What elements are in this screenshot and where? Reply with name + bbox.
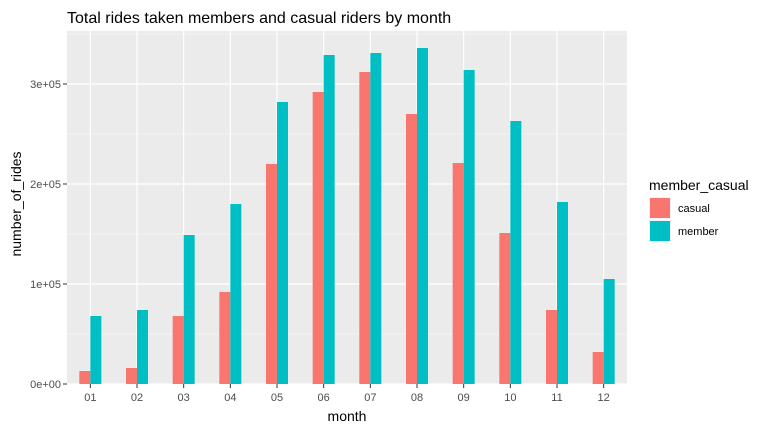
y-axis-title: number_of_rides bbox=[8, 151, 24, 256]
x-axis-ticks: 01 02 03 04 05 06 07 08 09 10 11 12 bbox=[84, 384, 610, 404]
x-axis-title: month bbox=[328, 408, 367, 424]
bar-member-04 bbox=[230, 204, 242, 384]
bar-member-02 bbox=[137, 310, 148, 384]
x-tick-label: 03 bbox=[178, 392, 190, 404]
y-axis-ticks: 0e+00 1e+05 2e+05 3e+05 bbox=[30, 79, 67, 391]
bar-casual-03 bbox=[172, 316, 184, 384]
bar-casual-05 bbox=[266, 164, 277, 384]
x-tick-label: 07 bbox=[364, 392, 376, 404]
bar-member-06 bbox=[323, 55, 335, 384]
y-tick-label: 3e+05 bbox=[30, 79, 61, 91]
bar-casual-07 bbox=[359, 72, 371, 384]
bar-casual-08 bbox=[406, 114, 417, 384]
bar-casual-02 bbox=[126, 368, 137, 384]
legend-swatch-member bbox=[650, 221, 670, 241]
bar-member-08 bbox=[417, 48, 428, 384]
x-tick-label: 11 bbox=[551, 392, 562, 404]
y-tick-label: 2e+05 bbox=[30, 179, 61, 191]
bar-casual-12 bbox=[592, 352, 604, 384]
bar-casual-10 bbox=[499, 233, 511, 384]
plot-panel bbox=[67, 31, 627, 384]
x-tick-label: 10 bbox=[504, 392, 516, 404]
x-tick-label: 02 bbox=[131, 392, 143, 404]
legend-label-casual: casual bbox=[678, 203, 710, 215]
y-tick-label: 1e+05 bbox=[30, 279, 61, 291]
bar-member-01 bbox=[90, 316, 102, 384]
bar-casual-11 bbox=[546, 310, 557, 384]
legend-title: member_casual bbox=[649, 177, 749, 193]
x-tick-label: 12 bbox=[598, 392, 610, 404]
legend-label-member: member bbox=[678, 226, 719, 238]
bar-member-12 bbox=[603, 279, 615, 384]
bar-member-09 bbox=[463, 70, 475, 384]
bars bbox=[79, 48, 615, 384]
bar-member-03 bbox=[183, 235, 195, 384]
bar-member-07 bbox=[370, 53, 382, 384]
legend-swatch-casual bbox=[650, 198, 670, 218]
y-tick-label: 0e+00 bbox=[30, 379, 61, 391]
x-tick-label: 01 bbox=[84, 392, 96, 404]
chart-title: Total rides taken members and casual rid… bbox=[67, 10, 451, 27]
bar-casual-01 bbox=[79, 371, 91, 384]
x-tick-label: 09 bbox=[458, 392, 470, 404]
bar-casual-04 bbox=[219, 292, 231, 384]
x-tick-label: 06 bbox=[318, 392, 330, 404]
legend: member_casual casual member bbox=[649, 177, 749, 242]
x-tick-label: 05 bbox=[271, 392, 283, 404]
bar-member-05 bbox=[277, 102, 288, 384]
bar-member-10 bbox=[510, 121, 522, 384]
x-tick-label: 08 bbox=[411, 392, 423, 404]
bar-casual-06 bbox=[312, 92, 324, 384]
bar-casual-09 bbox=[452, 163, 464, 384]
x-tick-label: 04 bbox=[224, 392, 236, 404]
bar-member-11 bbox=[557, 202, 568, 384]
